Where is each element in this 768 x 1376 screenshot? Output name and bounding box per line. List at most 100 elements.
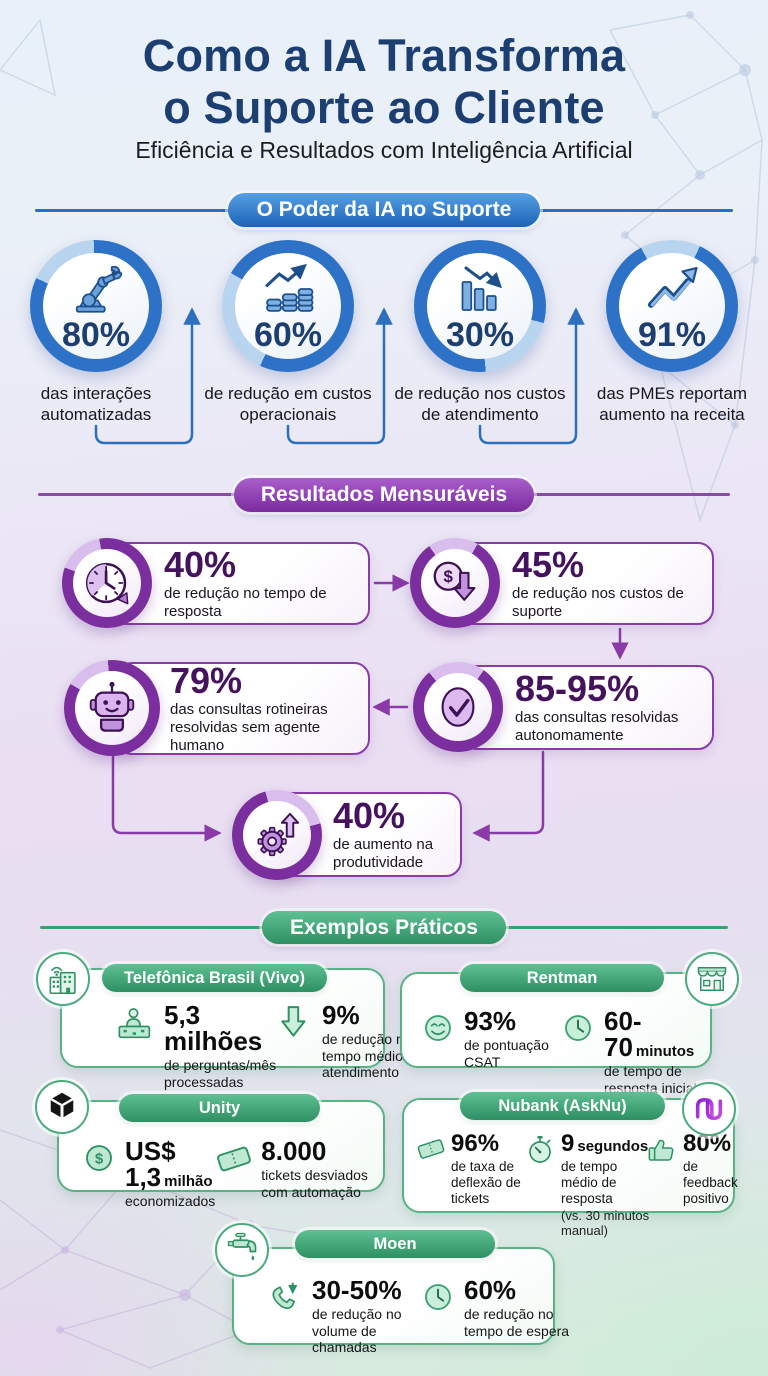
storefront-icon bbox=[697, 967, 727, 991]
stat-value: 96% bbox=[451, 1130, 500, 1157]
stat-item: 30-50% de redução no volume de chamadas bbox=[268, 1277, 420, 1356]
power-stat-value: 30% bbox=[445, 315, 515, 354]
stat-item: 80% de feedback positivo bbox=[646, 1132, 749, 1207]
company-name-pill: Nubank (AskNu) bbox=[460, 1092, 665, 1120]
robot-icon bbox=[89, 681, 135, 732]
stat-value: 9 bbox=[561, 1130, 575, 1157]
stat-value: 9% bbox=[322, 1000, 360, 1030]
ticket-icon bbox=[217, 1146, 252, 1172]
bar-chart-down-icon bbox=[461, 265, 503, 311]
stat-value: 30-50% bbox=[312, 1275, 402, 1305]
company-logo-circle bbox=[36, 952, 90, 1006]
stat-label: tickets desviados com automação bbox=[261, 1167, 368, 1200]
ticket-icon bbox=[417, 1139, 445, 1159]
power-stat-circle-3: 30% bbox=[414, 240, 546, 372]
power-stat-circle-2: 60% bbox=[222, 240, 354, 372]
company-card-telefonica: Telefônica Brasil (Vivo) bbox=[36, 952, 422, 1090]
power-stat-value: 80% bbox=[61, 315, 131, 354]
results-card-label: de aumento na produtividade bbox=[333, 836, 434, 872]
stat-item: 60-70 minutos de tempo de resposta inicia… bbox=[560, 1008, 716, 1096]
stat-item: 93% de pontuação CSAT bbox=[420, 1008, 560, 1070]
power-stat-value: 60% bbox=[253, 315, 323, 354]
company-card-unity: Unity $ US$ 1,3 milhão economizados bbox=[35, 1080, 385, 1209]
stat-label: de tempo médio de resposta bbox=[561, 1159, 618, 1206]
robot-arm-icon bbox=[75, 265, 123, 313]
results-card-label: de redução no tempo de resposta bbox=[164, 585, 327, 621]
company-logo-circle bbox=[35, 1080, 89, 1134]
stat-item: 9% de redução no tempo médio de atendime… bbox=[276, 1002, 430, 1081]
section-power-line-left bbox=[35, 209, 232, 212]
section-results-line-right bbox=[532, 493, 730, 496]
stat-item: 60% de redução no tempo de espera bbox=[420, 1277, 572, 1339]
company-logo-circle bbox=[685, 952, 739, 1006]
section-examples-line-right bbox=[506, 926, 728, 929]
stat-item: 5,3 milhões de perguntas/mês processadas bbox=[116, 1002, 276, 1090]
results-circle-5 bbox=[232, 790, 322, 880]
stat-value: 93% bbox=[464, 1006, 517, 1036]
stat-item: 9 segundos de tempo médio de resposta (vs… bbox=[524, 1130, 649, 1239]
stat-label: economizados bbox=[125, 1193, 216, 1209]
stat-label: de redução no tempo médio de atendimento bbox=[322, 1031, 423, 1081]
company-logo-circle bbox=[682, 1082, 736, 1136]
stat-value: 60% bbox=[464, 1275, 517, 1305]
stat-item: 8.000 tickets desviados com automação bbox=[215, 1138, 389, 1200]
stat-label: de perguntas/mês processadas bbox=[164, 1057, 277, 1090]
power-stat-label: de redução nos custos de atendimento bbox=[394, 384, 566, 424]
section-results-line-left bbox=[38, 493, 236, 496]
stat-label: de feedback positivo bbox=[683, 1159, 738, 1206]
page-title: Como a IA Transforma o Suporte ao Client… bbox=[0, 30, 768, 134]
results-card-value: 40% bbox=[164, 543, 237, 585]
page-title-line2: o Suporte ao Cliente bbox=[163, 82, 605, 134]
results-card-value: 79% bbox=[170, 659, 243, 701]
section-examples-line-left bbox=[40, 926, 262, 929]
stopwatch-icon bbox=[529, 1136, 551, 1163]
results-card-label: das consultas rotineiras resolvidas sem … bbox=[170, 701, 328, 755]
results-circle-4 bbox=[413, 662, 503, 752]
results-card-value: 85-95% bbox=[515, 667, 640, 709]
power-stat-circle-4: 91% bbox=[606, 240, 738, 372]
results-circle-1 bbox=[62, 538, 152, 628]
results-card-1: 40% de redução no tempo de resposta bbox=[110, 542, 370, 625]
results-card-label: das consultas resolvidas autonomamente bbox=[515, 709, 679, 745]
faucet-icon bbox=[227, 1232, 257, 1261]
results-card-label: de redução nos custos de suporte bbox=[512, 585, 684, 621]
power-stat-label: das PMEs reportam aumento na receita bbox=[596, 384, 748, 424]
coins-growth-icon bbox=[265, 263, 314, 312]
results-circle-2: $ bbox=[410, 538, 500, 628]
section-badge-results: Resultados Mensuráveis bbox=[234, 478, 534, 512]
trend-up-arrow-icon bbox=[647, 266, 698, 308]
stat-label: de redução no tempo de espera bbox=[464, 1306, 570, 1339]
stat-label: de redução no volume de chamadas bbox=[312, 1306, 402, 1356]
nu-logo-icon bbox=[695, 1098, 723, 1120]
clock-icon bbox=[85, 562, 129, 605]
company-name-pill: Telefônica Brasil (Vivo) bbox=[102, 964, 327, 992]
stat-value: 5,3 milhões bbox=[164, 1000, 263, 1056]
arrow-down-block-icon bbox=[281, 1006, 306, 1037]
stat-item: 96% de taxa de deflexão de tickets bbox=[416, 1132, 524, 1207]
section-badge-examples: Exemplos Práticos bbox=[262, 911, 506, 944]
stat-label: de pontuação CSAT bbox=[464, 1037, 549, 1070]
thumbs-up-icon bbox=[648, 1139, 674, 1161]
company-card-moen: Moen 30-50% de redução no volume de cham… bbox=[215, 1223, 569, 1355]
stat-value-suffix: milhão bbox=[164, 1173, 213, 1190]
unity-logo-icon bbox=[50, 1092, 74, 1118]
stat-label: de tempo de resposta inicial bbox=[604, 1063, 697, 1096]
clock-icon bbox=[565, 1015, 591, 1041]
page-subtitle: Eficiência e Resultados com Inteligência… bbox=[135, 137, 633, 163]
dollar-coin-icon: $ bbox=[86, 1145, 112, 1171]
results-card-2: 45% de redução nos custos de suporte bbox=[458, 542, 714, 625]
stat-value-suffix: minutos bbox=[635, 1043, 695, 1060]
stat-label: de taxa de deflexão de tickets bbox=[451, 1159, 521, 1206]
power-stat-circle-1: 80% bbox=[30, 240, 162, 372]
support-agent-icon bbox=[118, 1008, 151, 1039]
clock-icon bbox=[425, 1284, 451, 1310]
section-power-line-right bbox=[536, 209, 733, 212]
company-card-rentman: Rentman 93% de pontuação CSAT bbox=[400, 952, 739, 1096]
stat-value: 60-70 bbox=[604, 1006, 642, 1062]
check-icon bbox=[441, 687, 475, 727]
company-name-pill: Rentman bbox=[460, 964, 664, 992]
stat-value-suffix: segundos bbox=[577, 1138, 649, 1155]
power-stat-value: 91% bbox=[637, 315, 707, 354]
company-name-pill: Moen bbox=[295, 1230, 495, 1258]
